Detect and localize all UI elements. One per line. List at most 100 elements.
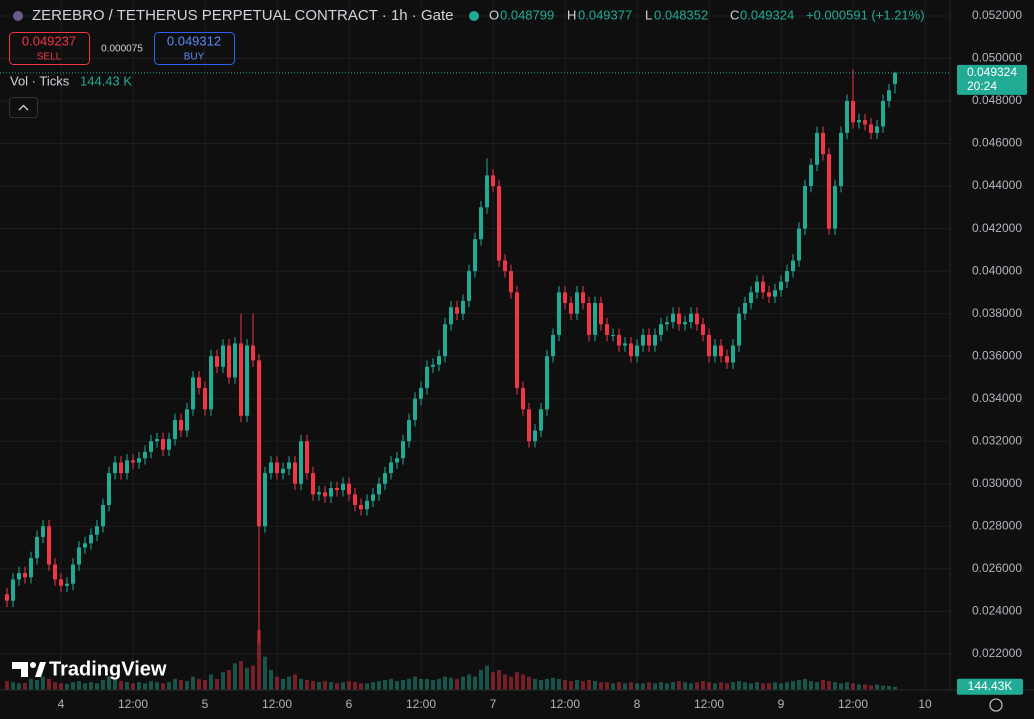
collapse-button[interactable]	[9, 97, 38, 118]
candle-body	[869, 124, 873, 133]
volume-bar	[119, 681, 123, 690]
volume-bar	[659, 682, 663, 690]
volume-bar	[761, 683, 765, 690]
candle-body	[143, 451, 147, 459]
volume-bar	[89, 682, 93, 690]
candle-body	[863, 120, 867, 125]
candle-body	[281, 468, 285, 474]
volume-bar	[707, 682, 711, 690]
volume-bar	[857, 684, 861, 690]
candle-body	[137, 458, 141, 463]
volume-bar	[863, 684, 867, 690]
candle-body	[365, 500, 369, 510]
candle-body	[89, 534, 93, 544]
candle-body	[353, 494, 357, 506]
candle-body	[317, 492, 321, 495]
volume-bar	[461, 676, 465, 690]
volume-bar	[695, 682, 699, 690]
candle-body	[557, 292, 561, 335]
volume-bar	[17, 683, 21, 690]
price-axis: 0.022000 0.024000 0.026000 0.028000 0.030000…	[972, 8, 1022, 660]
x-tick-label: 12:00	[694, 697, 724, 711]
candle-body	[161, 439, 165, 450]
ohlc-c: C	[730, 7, 739, 22]
candle-body	[437, 356, 441, 365]
volume-bar	[713, 683, 717, 690]
volume-bar	[839, 683, 843, 690]
y-tick-label: 0.024000	[972, 603, 1022, 617]
volume-bar	[47, 678, 51, 690]
candle-body	[605, 324, 609, 335]
candle-body	[881, 101, 885, 127]
volume-bar	[323, 681, 327, 690]
ohlc-l: L	[645, 7, 652, 22]
volume-bar	[77, 681, 81, 690]
volume-bar	[29, 678, 33, 690]
last-price-tag	[957, 64, 1027, 95]
volume-bar	[497, 670, 501, 690]
volume-bar	[65, 683, 69, 690]
y-tick-label: 0.034000	[972, 391, 1022, 405]
volume-bar	[383, 680, 387, 690]
volume-bar	[749, 683, 753, 690]
volume-bar	[845, 682, 849, 690]
volume-bar	[35, 680, 39, 690]
volume-bar	[809, 681, 813, 690]
ohlc-high: 0.049377	[578, 7, 632, 22]
volume-bar	[395, 681, 399, 690]
volume-bar	[107, 676, 111, 690]
candle-body	[269, 462, 273, 474]
x-tick-label: 12:00	[262, 697, 292, 711]
candle-body	[695, 313, 699, 325]
settings-icon[interactable]	[989, 698, 1003, 712]
y-tick-label: 0.032000	[972, 433, 1022, 447]
candle-body	[575, 292, 579, 314]
volume-bar	[503, 674, 507, 690]
volume-bar	[581, 681, 585, 690]
volume-bar	[791, 681, 795, 690]
volume-bar	[449, 677, 453, 690]
volume-bar	[833, 682, 837, 690]
candle-body	[401, 441, 405, 459]
candle-body	[395, 458, 399, 463]
volume-bar	[467, 674, 471, 690]
volume-bar	[629, 682, 633, 690]
volume-bar	[329, 682, 333, 690]
volume-bar	[869, 685, 873, 690]
volume-bar	[737, 681, 741, 690]
candle-body	[833, 186, 837, 229]
candle-body	[383, 473, 387, 484]
volume-bar	[251, 665, 255, 690]
volume-bar	[779, 683, 783, 690]
candle-body	[509, 271, 513, 293]
volume-bar	[305, 680, 309, 690]
volume-bar	[365, 683, 369, 690]
volume-bar	[131, 683, 135, 690]
volume-bar	[431, 680, 435, 690]
candle-body	[641, 334, 645, 346]
volume-bar	[23, 682, 27, 690]
candle-body	[725, 356, 729, 363]
y-tick-label: 0.046000	[972, 136, 1022, 150]
volume-bar	[623, 683, 627, 690]
x-tick-label: 9	[778, 697, 785, 711]
candle-body	[647, 334, 651, 346]
logo-slash	[35, 662, 46, 677]
candle-body	[191, 377, 195, 410]
candle-body	[635, 345, 639, 357]
volume-bar	[221, 672, 225, 690]
volume-bar	[677, 681, 681, 690]
candle-body	[17, 573, 21, 580]
y-tick-label: 0.040000	[972, 263, 1022, 277]
candle-body	[221, 345, 225, 367]
volume-bar	[377, 681, 381, 690]
sell-button[interactable]	[9, 32, 90, 65]
volume-bar	[83, 683, 87, 690]
buy-button[interactable]	[154, 32, 235, 65]
volume-bar	[197, 678, 201, 690]
candle-body	[587, 303, 591, 335]
candle-body	[743, 303, 747, 314]
last-price-label: 0.049324	[967, 65, 1017, 79]
candle-body	[467, 271, 471, 301]
candle-body	[503, 260, 507, 272]
